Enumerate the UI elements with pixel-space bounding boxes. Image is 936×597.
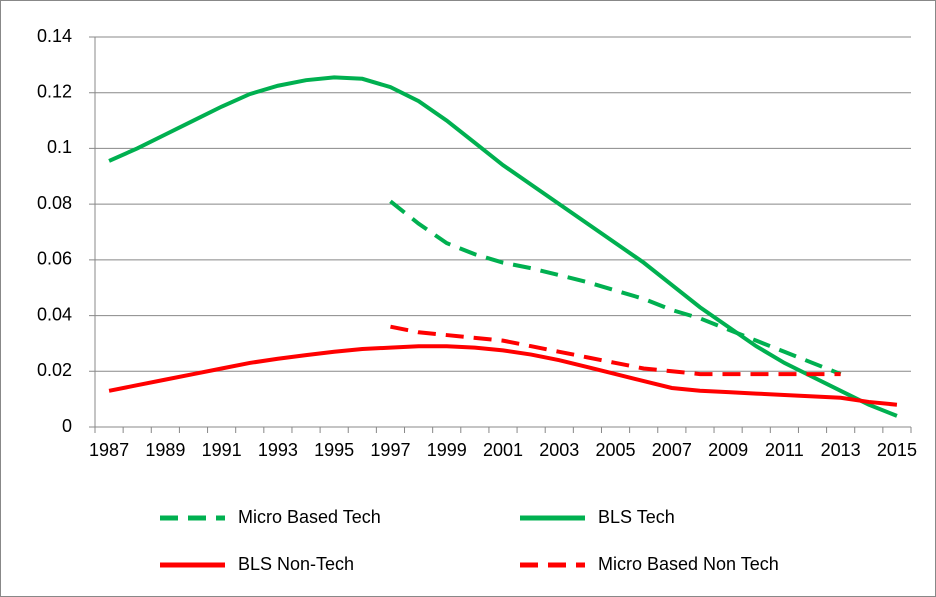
x-tick-label: 2009 (708, 440, 748, 460)
legend-label: Micro Based Tech (238, 507, 381, 527)
y-tick-label: 0.12 (37, 81, 72, 101)
x-tick-label: 1993 (258, 440, 298, 460)
x-tick-label: 1991 (202, 440, 242, 460)
x-tick-label: 2015 (877, 440, 917, 460)
x-tick-label: 2005 (596, 440, 636, 460)
x-tick-label: 2013 (821, 440, 861, 460)
x-tick-label: 2011 (765, 440, 804, 460)
x-tick-label: 1995 (314, 440, 354, 460)
series-line (389, 199, 842, 376)
series-line (108, 75, 898, 418)
y-tick-label: 0.04 (37, 304, 72, 324)
y-tick-label: 0.02 (37, 360, 72, 380)
x-tick-label: 2001 (483, 440, 523, 460)
y-tick-label: 0.1 (47, 137, 72, 157)
legend-label: Micro Based Non Tech (598, 554, 779, 574)
legend-label: BLS Non-Tech (238, 554, 354, 574)
y-tick-label: 0.06 (37, 249, 72, 269)
series-line (390, 324, 841, 377)
series-line (108, 344, 898, 407)
x-tick-label: 1999 (427, 440, 467, 460)
legend-label: BLS Tech (598, 507, 675, 527)
y-tick-label: 0.14 (37, 26, 72, 46)
y-tick-label: 0 (62, 416, 72, 436)
y-tick-label: 0.08 (37, 193, 72, 213)
x-tick-label: 1987 (89, 440, 129, 460)
x-tick-label: 2007 (652, 440, 692, 460)
x-tick-label: 1997 (370, 440, 410, 460)
x-tick-label: 2003 (539, 440, 579, 460)
x-tick-label: 1989 (145, 440, 185, 460)
